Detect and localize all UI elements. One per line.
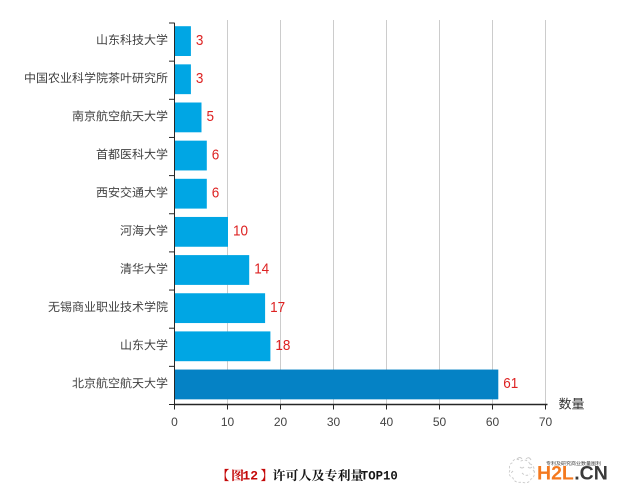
svg-text:70: 70 (539, 415, 553, 429)
svg-text:60: 60 (486, 415, 500, 429)
svg-text:6: 6 (212, 184, 220, 201)
svg-text:12: 12 (242, 469, 258, 484)
svg-text:3: 3 (196, 70, 204, 87)
svg-text:.CN: .CN (574, 462, 608, 484)
svg-text:0: 0 (171, 415, 178, 429)
svg-text:10: 10 (233, 223, 248, 240)
svg-text:5: 5 (207, 108, 215, 125)
svg-text:TOP10: TOP10 (361, 469, 398, 484)
svg-text:40: 40 (380, 415, 394, 429)
svg-text:14: 14 (254, 261, 269, 278)
svg-text:H2L: H2L (537, 462, 574, 484)
svg-text:18: 18 (275, 337, 290, 354)
svg-text:17: 17 (270, 299, 285, 316)
svg-text:10: 10 (221, 415, 235, 429)
svg-text:6: 6 (212, 146, 220, 163)
svg-text:3: 3 (196, 32, 204, 49)
svg-text:61: 61 (503, 375, 518, 392)
svg-text:30: 30 (327, 415, 341, 429)
svg-text:50: 50 (433, 415, 447, 429)
svg-text:20: 20 (274, 415, 288, 429)
